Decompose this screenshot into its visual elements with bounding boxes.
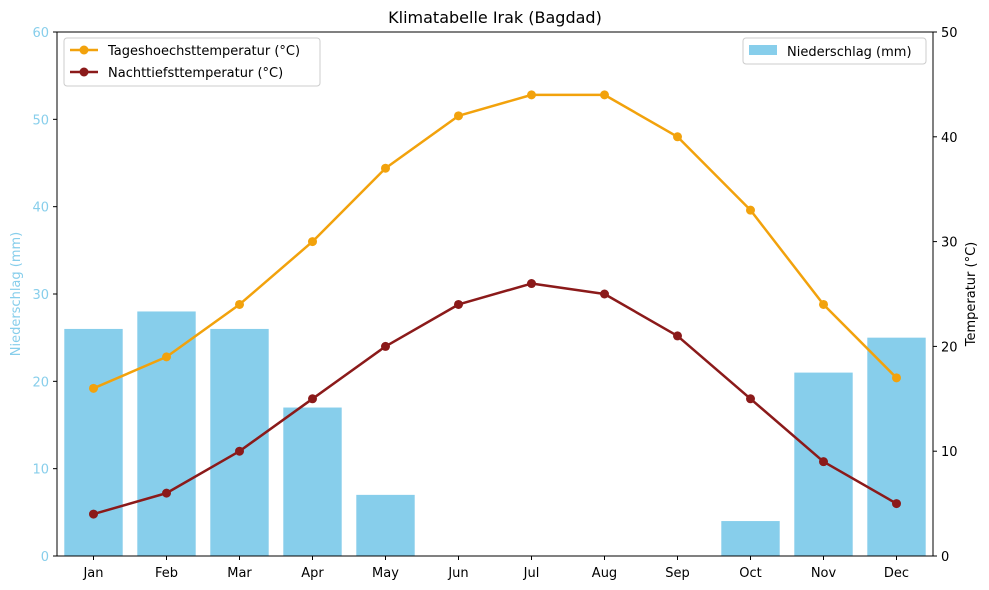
series-0-point-mar	[235, 299, 244, 309]
series-0-point-feb	[162, 352, 171, 362]
left-tick-label: 50	[32, 113, 49, 128]
series-0-point-oct	[746, 205, 755, 215]
legend-box	[742, 37, 927, 65]
series-1-point-mar	[235, 446, 244, 456]
series-1-point-oct	[746, 394, 755, 404]
right-tick-label: 50	[941, 26, 958, 41]
x-tick-label: Dec	[884, 566, 909, 581]
bar-mar	[210, 328, 269, 556]
legend-marker	[79, 67, 89, 77]
legend-label: Tageshoechsttemperatur (°C)	[107, 44, 300, 59]
right-tick-label: 0	[941, 550, 949, 565]
left-tick-label: 30	[32, 288, 49, 303]
x-tick-label: Jan	[82, 566, 103, 581]
legend-temperature: Tageshoechsttemperatur (°C) Nachttiefstte…	[63, 37, 321, 87]
x-tick-label: Apr	[301, 566, 324, 581]
series-1-point-jul	[527, 279, 536, 289]
series-0-point-jun	[454, 111, 463, 121]
legend-box	[63, 37, 321, 87]
bar-may	[356, 494, 415, 556]
series-0-point-nov	[819, 299, 828, 309]
series-1-point-apr	[308, 394, 317, 404]
left-tick-label: 40	[32, 201, 49, 216]
series-1-point-dec	[892, 499, 901, 509]
axes: 0 10 20 30 40 50 60 0 10 20 30 40 50 Jan Feb Mar Apr May J…	[9, 26, 979, 581]
bar-apr	[283, 407, 342, 556]
right-tick-label: 40	[941, 131, 958, 146]
right-tick-label: 20	[941, 340, 958, 355]
x-tick-label: Aug	[592, 566, 617, 581]
right-axis-label: Temperatur (°C)	[964, 242, 979, 348]
legend-label: Niederschlag (mm)	[787, 45, 912, 60]
x-tick-label: Oct	[739, 566, 761, 581]
series-0-point-jan	[89, 383, 98, 393]
series-1-point-may	[381, 341, 390, 351]
bar-dec	[867, 337, 926, 556]
left-tick-label: 10	[32, 463, 49, 478]
x-tick-label: Mar	[227, 566, 252, 581]
bar-jan	[64, 328, 123, 556]
left-tick-label: 20	[32, 375, 49, 390]
series-0-point-sep	[673, 132, 682, 142]
x-tick-label: Jun	[447, 566, 468, 581]
right-tick-label: 30	[941, 236, 958, 251]
x-tick-label: Sep	[665, 566, 690, 581]
left-tick-label: 60	[32, 26, 49, 41]
precipitation-bars	[64, 311, 926, 556]
chart-title: Klimatabelle Irak (Bagdad)	[388, 8, 602, 27]
right-tick-label: 10	[941, 445, 958, 460]
series-0-point-may	[381, 163, 390, 173]
series-0-point-dec	[892, 373, 901, 383]
series-1-point-nov	[819, 457, 828, 467]
series-line-0	[93, 93, 898, 390]
x-tick-label: Nov	[811, 566, 837, 581]
bar-oct	[721, 521, 780, 556]
series-line-1	[93, 282, 898, 516]
left-tick-label: 0	[41, 550, 49, 565]
series-0-point-apr	[308, 237, 317, 247]
bar-feb	[137, 311, 196, 556]
series-1-point-sep	[673, 331, 682, 341]
series-1-point-jan	[89, 509, 98, 519]
series-0-point-aug	[600, 90, 609, 100]
series-1-point-jun	[454, 299, 463, 309]
x-tick-label: Jul	[523, 566, 540, 581]
series-1-point-feb	[162, 488, 171, 498]
legend-label: Nachttiefsttemperatur (°C)	[108, 66, 283, 81]
series-0-point-jul	[527, 90, 536, 100]
legend-marker	[79, 45, 89, 55]
series-1-point-aug	[600, 289, 609, 299]
x-tick-label: May	[372, 566, 399, 581]
legend-bar-swatch	[749, 45, 777, 55]
left-axis-label: Niederschlag (mm)	[9, 232, 24, 357]
temperature-lines	[89, 90, 901, 519]
legend-precipitation: Niederschlag (mm)	[742, 37, 927, 65]
x-tick-label: Feb	[155, 566, 178, 581]
